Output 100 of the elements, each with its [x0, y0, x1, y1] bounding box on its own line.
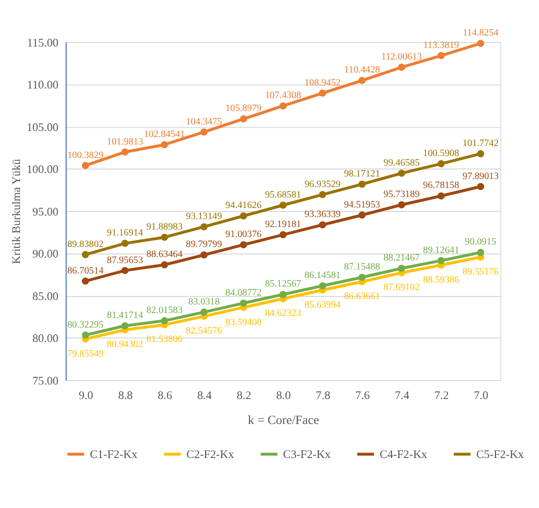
- x-tick-label: 7.2: [434, 388, 450, 402]
- data-label: 101.9813: [106, 136, 144, 148]
- point: [279, 231, 287, 238]
- data-label: 87.15488: [344, 262, 380, 273]
- data-label: 83.59408: [225, 316, 262, 328]
- x-tick-label: 8.4: [197, 388, 212, 402]
- legend-label: C1-F2-Kx: [90, 448, 138, 462]
- data-label: 91.88983: [146, 222, 183, 233]
- data-label: 95.73189: [383, 189, 420, 200]
- data-label: 101.7742: [462, 138, 499, 150]
- point: [200, 251, 208, 259]
- y-tick-label: 115.00: [27, 36, 59, 50]
- data-label: 84.62323: [264, 308, 302, 320]
- data-label: 86.63661: [344, 291, 380, 302]
- data-label: 100.3829: [67, 150, 104, 161]
- legend-label: C5-F2-Kx: [476, 448, 524, 462]
- x-tick-label: 7.4: [394, 388, 410, 402]
- point: [398, 170, 406, 177]
- data-label: 98.17121: [344, 168, 380, 180]
- point: [160, 141, 168, 148]
- data-label: 96.93529: [304, 178, 341, 190]
- data-label: 88.63464: [146, 249, 183, 260]
- point: [160, 317, 168, 324]
- data-label: 81.53806: [146, 334, 183, 346]
- data-label: 85.12567: [264, 278, 302, 290]
- point: [240, 212, 248, 220]
- point: [240, 115, 248, 122]
- point: [318, 191, 326, 198]
- x-tick-label: 8.8: [118, 388, 133, 402]
- data-label: 82.01583: [146, 305, 183, 316]
- y-tick-label: 75.00: [32, 374, 59, 388]
- x-tick-label: 7.6: [355, 388, 370, 402]
- point: [160, 261, 168, 268]
- data-label: 87.69102: [383, 282, 420, 294]
- data-label: 93.13149: [186, 211, 222, 222]
- data-label: 105.8979: [225, 103, 262, 114]
- data-label: 99.46585: [383, 158, 420, 169]
- point: [82, 251, 90, 258]
- data-label: 88.21467: [383, 252, 420, 264]
- data-label: 88.59386: [423, 274, 460, 286]
- data-label: 81.41714: [106, 310, 144, 322]
- data-label: 89.55176: [462, 266, 499, 278]
- data-label: 94.51953: [344, 199, 380, 210]
- data-label: 91.00376: [225, 229, 262, 240]
- point: [200, 223, 208, 230]
- data-label: 89.12641: [423, 244, 460, 256]
- y-tick-label: 105.00: [26, 120, 59, 134]
- x-tick-label: 8.2: [236, 388, 252, 402]
- point: [82, 162, 90, 170]
- y-tick-label: 80.00: [32, 332, 59, 346]
- y-tick-label: 110.00: [27, 78, 59, 92]
- data-label: 86.70514: [67, 265, 104, 276]
- data-label: 96.78158: [423, 180, 460, 192]
- point: [358, 211, 366, 219]
- legend-label: C2-F2-Kx: [186, 448, 234, 462]
- data-label: 85.63994: [304, 299, 341, 310]
- data-label: 80.94302: [106, 339, 144, 350]
- point: [438, 160, 445, 168]
- data-label: 82.54576: [186, 326, 222, 337]
- point: [279, 202, 287, 209]
- point: [240, 241, 248, 248]
- point: [82, 278, 90, 285]
- point: [240, 300, 248, 307]
- data-label: 84.08772: [225, 287, 262, 298]
- x-tick-label: 8.0: [276, 388, 291, 402]
- y-axis-title: Kritik Burkulma Yükü: [10, 158, 23, 264]
- data-label: 94.41626: [225, 200, 262, 212]
- point: [398, 64, 406, 71]
- data-label: 89.79799: [186, 239, 222, 250]
- point: [200, 128, 208, 136]
- data-label: 89.83802: [67, 238, 104, 250]
- data-label: 90.0915: [464, 236, 496, 248]
- point: [438, 192, 445, 200]
- point: [200, 308, 208, 316]
- y-tick-label: 85.00: [32, 290, 59, 303]
- data-label: 87.95653: [106, 254, 144, 266]
- data-label: 108.9452: [304, 77, 341, 88]
- point: [477, 182, 484, 190]
- y-tick-label: 95.00: [32, 205, 59, 218]
- x-tick-label: 7.0: [474, 388, 489, 402]
- point: [358, 274, 366, 281]
- x-tick-label: 8.6: [158, 388, 172, 402]
- point: [358, 76, 366, 84]
- y-tick-label: 90.00: [32, 248, 59, 261]
- data-label: 113.3819: [423, 40, 460, 51]
- data-label: 80.32295: [67, 319, 104, 330]
- point: [279, 102, 287, 110]
- data-label: 114.8254: [462, 28, 499, 39]
- data-label: 92.19181: [264, 218, 302, 230]
- point: [121, 266, 129, 274]
- data-label: 91.16914: [106, 228, 144, 239]
- point: [318, 221, 326, 228]
- point: [160, 234, 168, 241]
- point: [477, 150, 484, 158]
- data-label: 97.89013: [462, 170, 499, 182]
- point: [121, 148, 129, 156]
- point: [477, 248, 484, 256]
- data-label: 100.5908: [423, 148, 460, 160]
- legend-label: C4-F2-Kx: [380, 448, 428, 462]
- point: [121, 240, 129, 247]
